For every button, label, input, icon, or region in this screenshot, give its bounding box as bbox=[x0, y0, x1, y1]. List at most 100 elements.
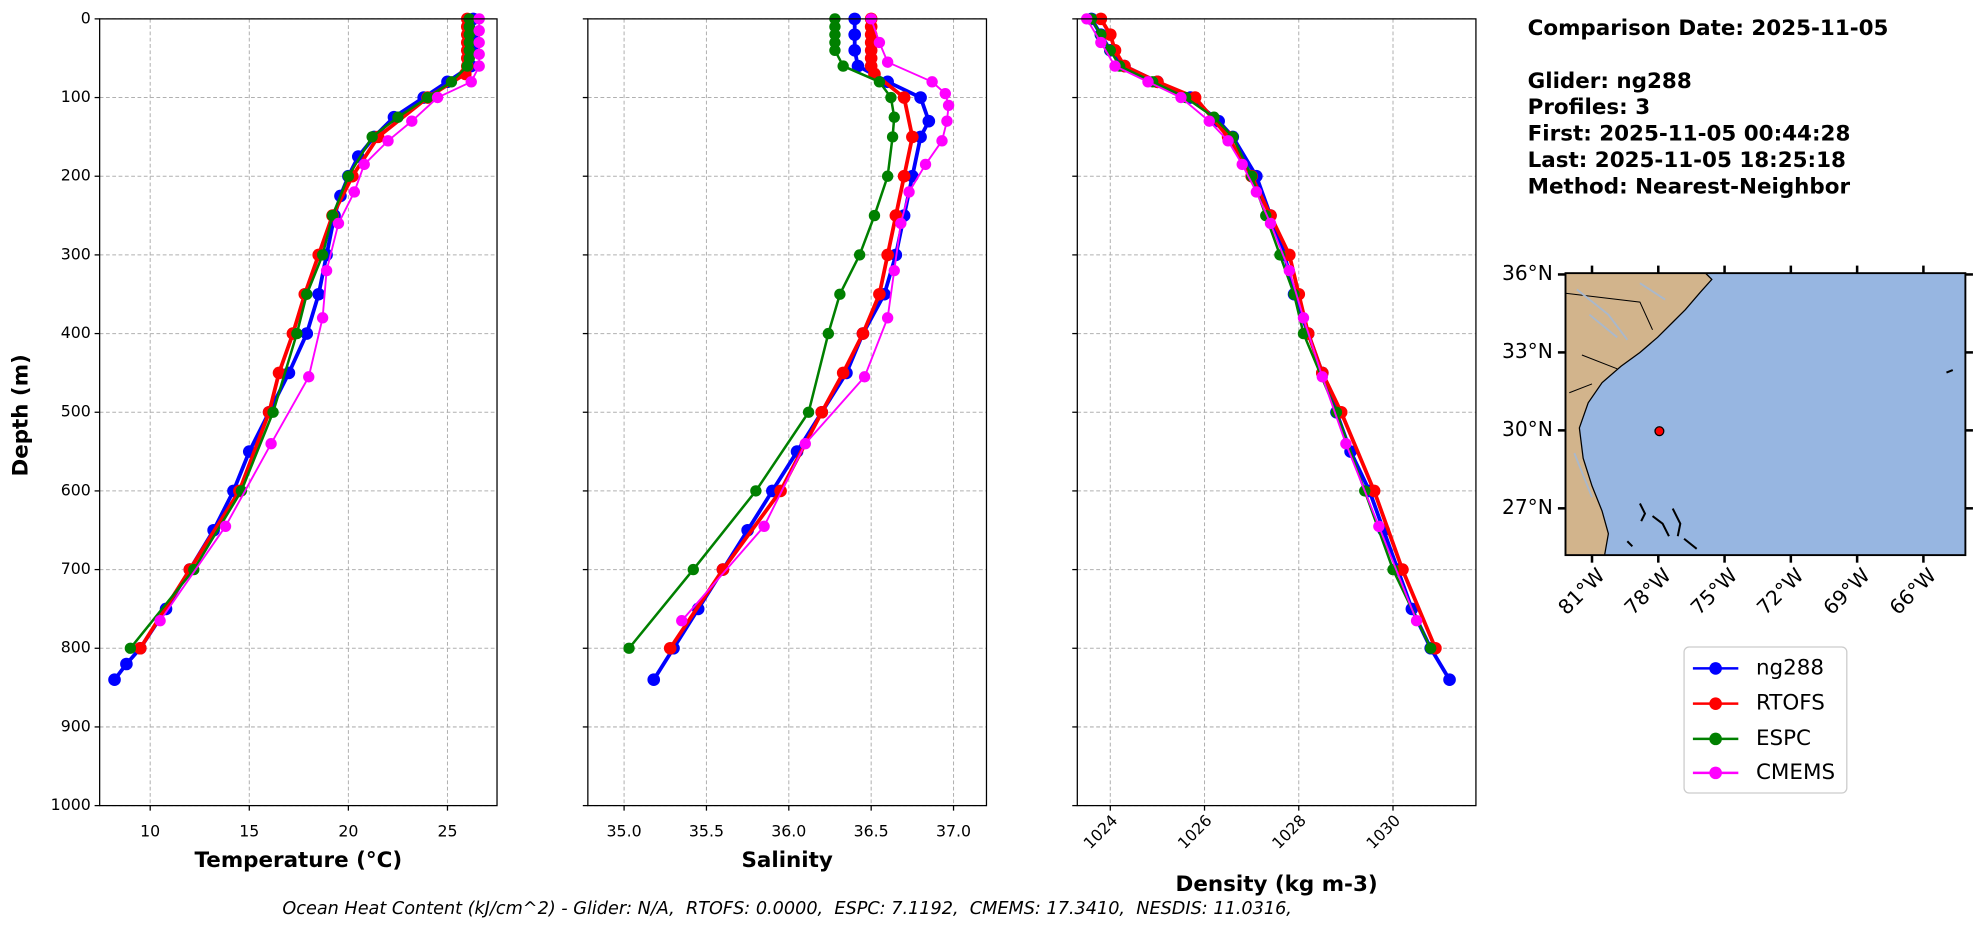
profile-point bbox=[1316, 371, 1328, 383]
profile-point bbox=[676, 615, 688, 627]
profile-point bbox=[1103, 28, 1117, 41]
profile-point bbox=[473, 60, 485, 72]
profile-point bbox=[881, 312, 894, 324]
profile-point bbox=[1142, 76, 1154, 88]
footer-note: Ocean Heat Content (kJ/cm^2) - Glider: N… bbox=[282, 899, 1292, 919]
profile-point bbox=[886, 131, 899, 143]
profile-point bbox=[829, 21, 841, 33]
y-tick-label: 0 bbox=[81, 8, 91, 27]
profile-point bbox=[1425, 642, 1437, 654]
profile-point bbox=[897, 169, 911, 183]
header-line: Profiles: 3 bbox=[1528, 95, 1650, 120]
profile-point bbox=[463, 28, 475, 41]
y-tick-label: 800 bbox=[61, 638, 91, 657]
profile-point bbox=[848, 44, 862, 57]
profile-point bbox=[465, 76, 477, 88]
profile-point bbox=[463, 36, 475, 49]
profile-point bbox=[1373, 520, 1385, 532]
profile-point bbox=[124, 642, 137, 654]
legend-label: ng288 bbox=[1756, 655, 1824, 680]
profile-point bbox=[473, 25, 485, 37]
x-tick-label: 37.0 bbox=[936, 822, 971, 841]
profile-point bbox=[837, 60, 849, 72]
profile-point bbox=[914, 91, 927, 104]
profile-point bbox=[1203, 115, 1215, 127]
profile-point bbox=[1222, 135, 1234, 147]
panel: 0 100 200 300 400 500 600 700 800 900 1000 10 15 20 25… bbox=[51, 8, 498, 873]
profile-point bbox=[1109, 60, 1121, 72]
x-tick-label: 15 bbox=[239, 822, 259, 841]
map-y-tick-label: 27°N bbox=[1502, 495, 1553, 519]
profile-point bbox=[851, 59, 865, 73]
map-background bbox=[1564, 272, 1966, 556]
profile-point bbox=[815, 405, 829, 419]
profile-point bbox=[750, 485, 762, 497]
profile-point bbox=[431, 91, 444, 104]
y-tick-label: 400 bbox=[61, 323, 91, 342]
profile-point bbox=[301, 288, 313, 300]
profile-point bbox=[829, 28, 841, 41]
profile-point bbox=[342, 170, 355, 182]
y-tick-label: 500 bbox=[61, 402, 91, 421]
profile-point bbox=[463, 21, 475, 33]
profile-point bbox=[758, 520, 770, 532]
y-tick-label: 200 bbox=[61, 166, 91, 185]
profile-point bbox=[873, 36, 886, 49]
profile-point bbox=[836, 366, 850, 380]
map-y-tick-label: 36°N bbox=[1502, 261, 1553, 285]
profile-point bbox=[267, 406, 279, 418]
profile-point bbox=[1250, 186, 1263, 198]
x-axis-label: Density (kg m-3) bbox=[1176, 872, 1378, 897]
profile-point bbox=[716, 563, 730, 576]
axes-frame bbox=[99, 18, 498, 807]
profile-point bbox=[473, 36, 485, 49]
legend-label: RTOFS bbox=[1756, 691, 1825, 716]
profile-point bbox=[1297, 312, 1310, 324]
legend-marker bbox=[1709, 662, 1722, 675]
profile-point bbox=[272, 366, 286, 380]
profile-point bbox=[903, 186, 915, 198]
profile-point bbox=[858, 371, 871, 383]
x-tick-label: 36.0 bbox=[771, 822, 806, 841]
profile-point bbox=[1264, 217, 1277, 230]
profile-point bbox=[1367, 484, 1381, 498]
x-tick-label: 10 bbox=[140, 822, 160, 841]
profile-point bbox=[120, 657, 133, 671]
axes-frame bbox=[587, 18, 988, 807]
y-tick-label: 700 bbox=[61, 559, 91, 578]
profile-point bbox=[853, 249, 866, 261]
legend-box bbox=[1683, 646, 1848, 794]
legend-marker bbox=[1709, 732, 1722, 746]
profile-point bbox=[1443, 673, 1456, 687]
header-line: Glider: ng288 bbox=[1528, 69, 1692, 94]
profile-point bbox=[873, 76, 886, 88]
profile-point bbox=[1340, 438, 1352, 450]
islands bbox=[1626, 369, 1954, 550]
profile-point bbox=[316, 312, 329, 324]
x-tick-label: 35.5 bbox=[689, 822, 724, 841]
profile-point bbox=[888, 264, 900, 277]
land bbox=[1564, 272, 1713, 556]
map-y-tick-label: 33°N bbox=[1502, 339, 1553, 363]
profile-point bbox=[1410, 615, 1423, 627]
rivers bbox=[1573, 282, 1666, 498]
y-tick-label: 1000 bbox=[51, 795, 91, 814]
axes-frame bbox=[1076, 18, 1477, 807]
profile-point bbox=[382, 135, 394, 147]
header-line: Last: 2025-11-05 18:25:18 bbox=[1528, 148, 1846, 173]
profile-point bbox=[873, 287, 886, 301]
legend-label: ESPC bbox=[1756, 726, 1811, 751]
borders bbox=[1565, 292, 1653, 394]
header-line: Method: Nearest-Neighbor bbox=[1528, 175, 1851, 200]
map-y-tick-label: 30°N bbox=[1502, 417, 1553, 441]
profile-point bbox=[895, 217, 907, 230]
profile-point bbox=[461, 60, 473, 72]
profile-point bbox=[366, 131, 378, 143]
profile-point bbox=[358, 158, 370, 171]
profile-point bbox=[316, 249, 329, 261]
profile-point bbox=[868, 209, 881, 222]
profile-point bbox=[1236, 158, 1248, 171]
y-tick-label: 600 bbox=[61, 480, 91, 499]
